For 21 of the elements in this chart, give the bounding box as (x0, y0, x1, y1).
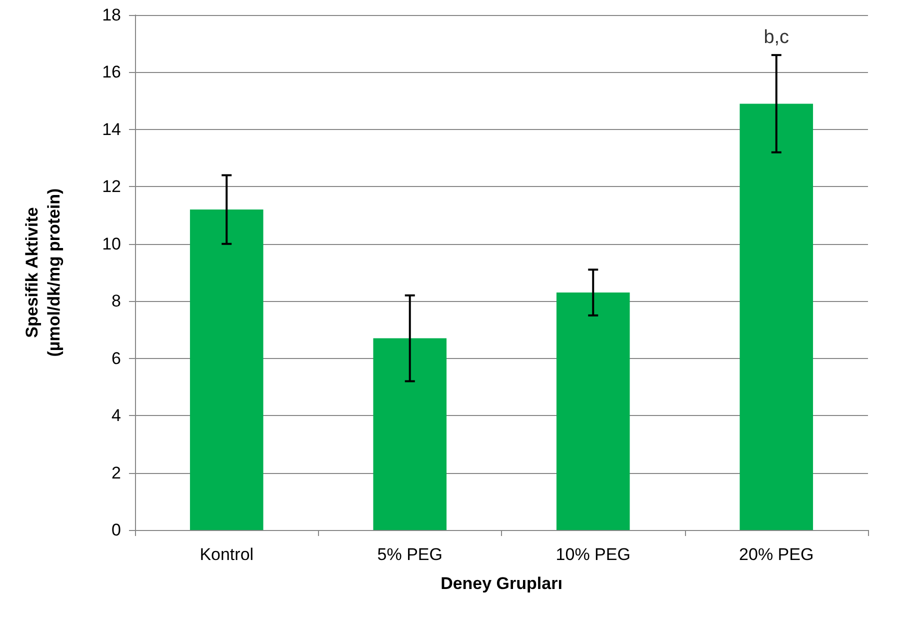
y-tick-label: 8 (112, 292, 121, 311)
x-tick-label: 20% PEG (739, 545, 814, 564)
x-axis-title: Deney Grupları (440, 574, 562, 593)
bar (373, 338, 447, 530)
x-tick-label: Kontrol (200, 545, 254, 564)
bar (740, 104, 814, 530)
x-tick-label: 10% PEG (556, 545, 630, 564)
x-tick-label: 5% PEG (377, 545, 442, 564)
y-tick-label: 14 (102, 120, 121, 139)
y-tick-label: 16 (102, 62, 121, 82)
y-tick-label: 2 (112, 463, 121, 482)
y-tick-label: 12 (102, 177, 121, 196)
bar (556, 292, 630, 530)
annotation: b,c (764, 27, 790, 48)
y-tick-label: 18 (102, 6, 121, 24)
y-tick-label: 4 (112, 406, 121, 426)
y-axis-title: Spesifik Aktivite (µmol/dk/mg protein) (22, 188, 64, 357)
y-tick-label: 0 (112, 520, 121, 540)
y-tick-label: 6 (112, 348, 121, 368)
y-tick-label: 10 (102, 234, 121, 254)
bar (190, 210, 264, 530)
